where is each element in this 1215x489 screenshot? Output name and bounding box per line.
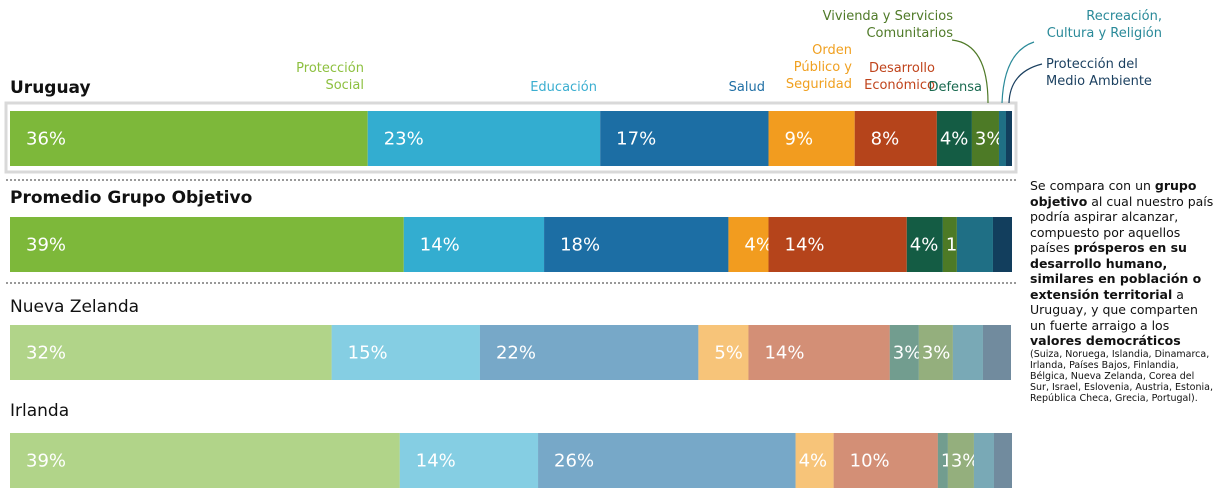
value-label: 26%	[554, 451, 594, 472]
value-label: 8%	[871, 129, 900, 150]
value-label: 3%	[975, 129, 1004, 150]
note-segment: prósperos en su desarrollo humano, simil…	[1030, 240, 1202, 302]
value-label: 39%	[26, 235, 66, 256]
bar-segment	[854, 111, 937, 166]
value-label: 4%	[940, 129, 969, 150]
bar-segment	[367, 111, 601, 166]
value-label: 14%	[785, 235, 825, 256]
value-label: 14%	[420, 235, 460, 256]
value-label: 32%	[26, 343, 66, 364]
value-label: 5%	[714, 343, 743, 364]
bar-segment	[918, 325, 953, 380]
bar-segment	[993, 433, 1012, 488]
bar-segment	[973, 433, 994, 488]
value-label: 22%	[496, 343, 536, 364]
legend-label: Vivienda y Servicios Comunitarios	[822, 9, 953, 41]
value-label: 3%	[893, 343, 922, 364]
connector	[1008, 63, 1043, 104]
value-label: 10%	[850, 451, 890, 472]
bar-segment	[889, 325, 919, 380]
value-label: 14%	[764, 343, 804, 364]
bar-segment	[403, 217, 545, 272]
bar-segment	[947, 433, 974, 488]
bar-segment	[748, 325, 890, 380]
note-segment: Se compara con un	[1030, 178, 1155, 193]
legend-label: Educación	[530, 80, 597, 95]
note-segment: grupo objetivo	[1030, 178, 1197, 209]
value-label: 9%	[785, 129, 814, 150]
bar-segment	[998, 111, 1006, 166]
bar-segment	[728, 217, 769, 272]
bar-segment	[936, 111, 972, 166]
bar-segment	[10, 111, 368, 166]
value-label: 3%	[922, 343, 951, 364]
bar-segment	[544, 217, 729, 272]
bar-segment	[992, 217, 1012, 272]
bar-segment	[538, 433, 796, 488]
note-small: (Suiza, Noruega, Islandia, Dinamarca, Ir…	[1030, 348, 1213, 404]
value-label: 36%	[26, 129, 66, 150]
note-segment: al cual nuestro país podría aspirar alca…	[1030, 193, 1214, 256]
legend-label: Protección Social	[296, 61, 364, 93]
value-label: 39%	[26, 451, 66, 472]
legend-label: Salud	[728, 80, 765, 95]
legend-label: Desarrollo Económico	[864, 61, 935, 93]
value-label: 14%	[416, 451, 456, 472]
bar-segment	[833, 433, 938, 488]
bar-segment	[971, 111, 999, 166]
value-label: 23%	[384, 129, 424, 150]
bar-segment	[906, 217, 943, 272]
bar-segment	[331, 325, 480, 380]
note: Se compara con un grupo objetivo al cual…	[1030, 178, 1214, 404]
bar-segment	[479, 325, 699, 380]
row-label: Nueva Zelanda	[10, 297, 140, 317]
legend-label: Defensa	[928, 80, 982, 95]
connector	[951, 39, 989, 104]
row-label: Irlanda	[10, 401, 70, 421]
row-label: Uruguay	[10, 78, 91, 98]
value-label: 3%	[951, 451, 980, 472]
value-label: 15%	[348, 343, 388, 364]
bar-segment	[795, 433, 834, 488]
bar-segment	[10, 433, 400, 488]
highlight-frame	[4, 101, 1018, 174]
bar-segment	[10, 325, 332, 380]
bar-segment	[937, 433, 948, 488]
value-label: 4%	[910, 235, 939, 256]
legend-label: Orden Público y Seguridad	[785, 43, 852, 92]
note-segment: valores democráticos	[1030, 333, 1181, 348]
legend-label: Protección del Medio Ambiente	[1046, 57, 1152, 89]
bar-segment	[10, 217, 404, 272]
bar-segment	[698, 325, 749, 380]
value-label: 4%	[799, 451, 828, 472]
bar-segment	[768, 217, 907, 272]
bar-segment	[399, 433, 539, 488]
bar-segment	[952, 325, 983, 380]
value-label: 4%	[744, 235, 773, 256]
bar-segment	[956, 217, 993, 272]
bar-segment	[768, 111, 855, 166]
bar-segment	[1005, 111, 1012, 166]
row-label: Promedio Grupo Objetivo	[10, 188, 253, 208]
legend-label: Recreación, Cultura y Religión	[1046, 9, 1162, 41]
value-label: 18%	[560, 235, 600, 256]
bar-segment	[600, 111, 769, 166]
bar-segment	[982, 325, 1011, 380]
note-segment: a Uruguay, y que comparten un fuerte arr…	[1030, 286, 1198, 333]
bar-segment	[942, 217, 957, 272]
connector	[1001, 41, 1035, 104]
note-text: Se compara con un grupo objetivo al cual…	[1030, 178, 1213, 348]
value-label: 17%	[616, 129, 656, 150]
